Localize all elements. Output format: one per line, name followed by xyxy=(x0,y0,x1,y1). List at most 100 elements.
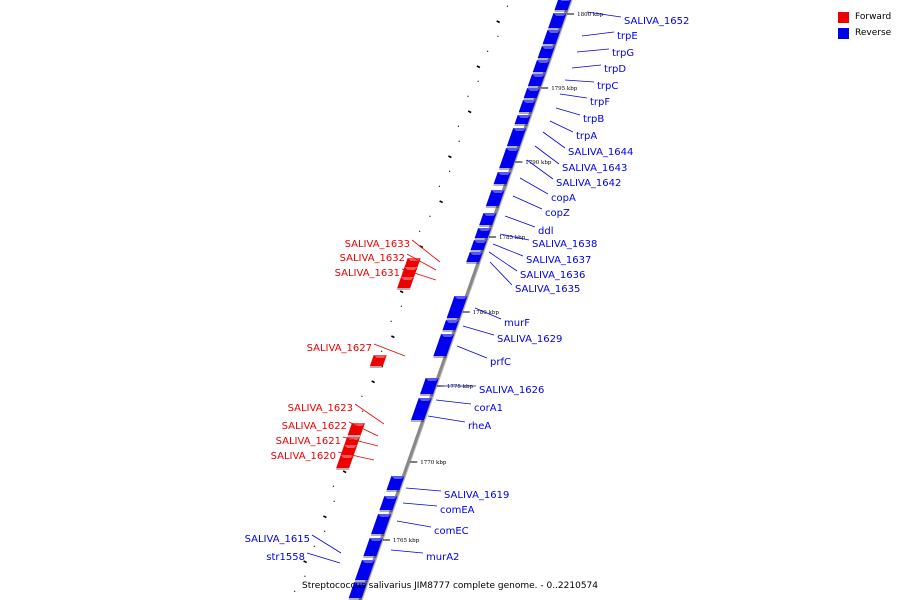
reverse-gene-label: trpF xyxy=(590,97,610,108)
reverse-gene-block xyxy=(518,100,536,114)
reverse-gene-label: trpG xyxy=(612,48,634,59)
reverse-leader-line xyxy=(571,64,602,69)
dash-mark xyxy=(371,380,376,384)
forward-gene-block xyxy=(347,423,365,437)
genome-caption: Streptococcus salivarius JIM8777 complet… xyxy=(302,581,598,591)
reverse-gene-block xyxy=(485,190,505,208)
reverse-gene-label: ddl xyxy=(538,226,553,237)
reverse-leader-line xyxy=(504,215,536,228)
dash-mark xyxy=(486,50,489,52)
reverse-gene-label: prfC xyxy=(490,357,511,368)
reverse-gene-label: SALIVA_1636 xyxy=(520,270,585,281)
dash-mark xyxy=(506,5,509,7)
forward-leader-line xyxy=(373,343,406,357)
tick-label: 1775 kbp xyxy=(447,384,474,390)
reverse-gene-label: murA2 xyxy=(426,552,459,563)
tick-label: 1770 kbp xyxy=(420,460,447,466)
reverse-leader-line xyxy=(488,251,518,272)
dash-mark xyxy=(477,80,479,82)
dash-mark xyxy=(380,350,383,352)
reverse-leader-line xyxy=(519,177,549,195)
reverse-leader-line xyxy=(396,520,432,528)
dash-mark xyxy=(496,20,501,24)
legend-item-forward: Forward xyxy=(838,9,891,25)
reverse-leader-line xyxy=(542,131,566,149)
forward-gene-label: SALIVA_1622 xyxy=(282,421,347,432)
tick-label: 1790 kbp xyxy=(525,160,552,166)
dash-mark xyxy=(429,215,431,217)
other-leader-line xyxy=(306,552,341,564)
dash-mark xyxy=(332,485,335,487)
reverse-gene-block xyxy=(446,296,468,320)
reverse-gene-label: copA xyxy=(551,193,576,204)
dash-mark xyxy=(458,140,460,142)
reverse-gene-block xyxy=(470,240,487,252)
reverse-gene-label: corA1 xyxy=(474,403,503,414)
reverse-gene-label: SALIVA_1643 xyxy=(562,163,627,174)
reverse-gene-label: SALIVA_1637 xyxy=(526,255,591,266)
reverse-gene-label: SALIVA_1644 xyxy=(568,147,633,158)
backbone-shadow xyxy=(361,0,573,600)
reverse-gene-label: SALIVA_1629 xyxy=(497,334,562,345)
tick-label: 1765 kbp xyxy=(393,538,420,544)
forward-leader-line xyxy=(348,421,379,437)
reverse-leader-line xyxy=(492,243,524,257)
reverse-gene-label: trpD xyxy=(604,64,626,75)
dash-mark xyxy=(448,170,451,172)
forward-gene-label: SALIVA_1631 xyxy=(335,268,400,279)
gene-labels: SALIVA_1652 trpE trpG trpD trpC trpF trpB trpA S… xyxy=(245,16,690,563)
reverse-leader-line xyxy=(489,261,513,286)
reverse-gene-label: copZ xyxy=(545,208,570,219)
reverse-gene-block xyxy=(527,74,546,88)
dash-mark xyxy=(400,305,403,307)
legend-forward-label: Forward xyxy=(855,12,892,22)
dash-mark xyxy=(342,470,347,474)
reverse-gene-block xyxy=(542,30,561,46)
dash-mark xyxy=(361,395,363,397)
other-leader-line xyxy=(311,534,342,554)
dash-mark xyxy=(303,560,308,564)
dash-mark xyxy=(391,335,395,339)
tick-label: 1800 kbp xyxy=(577,12,604,18)
label-leaders xyxy=(306,11,622,564)
dash-mark xyxy=(390,320,392,322)
dash-mark xyxy=(467,95,469,97)
dash-mark xyxy=(323,515,327,519)
reverse-leader-line xyxy=(526,159,554,180)
dash-mark xyxy=(293,590,296,592)
dash-mark xyxy=(438,185,441,187)
reverse-leader-line xyxy=(390,549,424,554)
reverse-gene-label: trpE xyxy=(617,31,638,42)
dash-mark xyxy=(476,65,481,69)
forward-gene-block xyxy=(397,277,415,290)
reverse-leader-line xyxy=(499,233,530,241)
reverse-leader-line xyxy=(474,307,502,320)
dash-mark xyxy=(497,35,499,37)
reverse-leader-line xyxy=(559,93,588,99)
reverse-gene-block xyxy=(355,560,375,582)
reverse-gene-block xyxy=(420,378,439,396)
reverse-leader-line xyxy=(555,107,581,116)
reverse-gene-label: trpB xyxy=(583,114,604,125)
dash-mark xyxy=(399,290,404,294)
forward-gene-block xyxy=(336,455,354,470)
reverse-gene-block xyxy=(371,514,392,536)
reverse-gene-label: murF xyxy=(504,318,530,329)
reverse-leader-line xyxy=(427,415,466,423)
dash-mark xyxy=(333,500,335,502)
reverse-leader-line xyxy=(462,325,495,336)
reverse-gene-block xyxy=(411,398,432,422)
forward-leader-line xyxy=(411,239,441,263)
forward-leader-line xyxy=(354,403,385,425)
reverse-leader-line xyxy=(576,48,610,53)
gene-features xyxy=(336,0,572,600)
reverse-gene-block xyxy=(532,60,550,74)
forward-gene-label: SALIVA_1632 xyxy=(340,253,405,264)
legend-reverse-label: Reverse xyxy=(855,28,892,38)
forward-gene-label: SALIVA_1621 xyxy=(276,436,341,447)
forward-leader-line xyxy=(342,436,379,447)
reverse-gene-block xyxy=(493,172,511,186)
dash-mark xyxy=(467,110,472,114)
reverse-gene-block xyxy=(466,252,483,264)
dash-mark xyxy=(457,125,460,127)
